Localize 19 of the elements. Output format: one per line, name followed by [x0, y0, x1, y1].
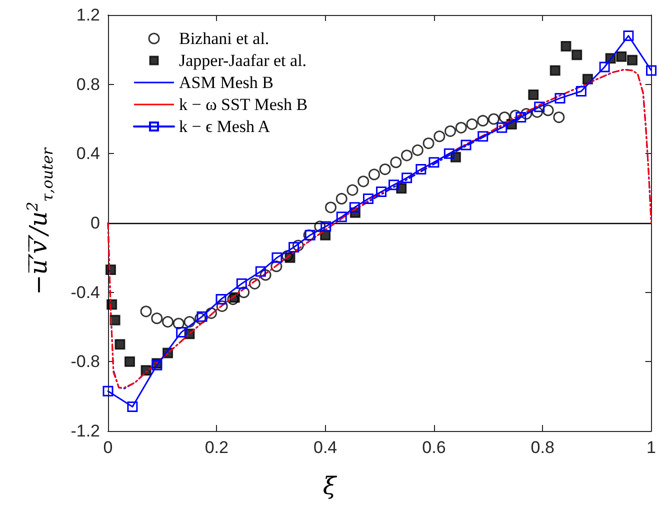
x-axis-title: ξ — [322, 472, 338, 500]
y-tick-label: 0.4 — [76, 144, 100, 164]
x-tick-label: 0 — [103, 438, 113, 457]
x-tick-label: 0.2 — [204, 438, 228, 457]
legend-label: Bizhani et al. — [179, 29, 270, 48]
x-tick-label: 0.8 — [530, 438, 554, 457]
y-tick-label: -0.4 — [70, 282, 100, 302]
y-tick-label: 1.2 — [76, 6, 100, 24]
x-tick-label: 1 — [646, 438, 656, 457]
legend-label: k − ϵ Mesh A — [179, 117, 271, 136]
y-tick-label: -0.8 — [70, 352, 100, 372]
legend-label: Japper-Jaafar et al. — [179, 51, 307, 70]
legend-label: k − ω SST Mesh B — [179, 95, 308, 114]
x-tick-label: 0.6 — [422, 438, 446, 457]
y-tick-label: 0 — [90, 214, 100, 232]
legend-label: ASM Mesh B — [179, 73, 274, 92]
y-tick-label: -1.2 — [70, 422, 100, 440]
x-tick-label: 0.4 — [313, 438, 338, 457]
y-tick-label: 0.8 — [76, 74, 100, 94]
